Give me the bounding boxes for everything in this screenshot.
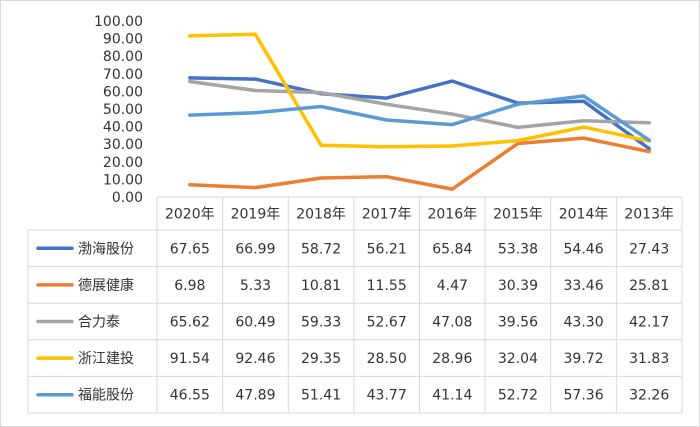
series-line <box>188 79 651 130</box>
y-tick-label: 60.00 <box>103 84 143 100</box>
table-cell-value: 47.89 <box>235 388 275 404</box>
table-cell-value: 28.96 <box>432 351 472 367</box>
table-cell-value: 66.99 <box>235 241 275 257</box>
series-line <box>188 94 651 142</box>
series-line <box>188 32 651 149</box>
table-cell-value: 92.46 <box>235 351 275 367</box>
category-label: 2019年 <box>231 207 281 223</box>
table-cell-value: 42.17 <box>629 315 669 331</box>
y-tick-label: 30.00 <box>103 137 143 153</box>
series-name: 德展健康 <box>78 277 134 294</box>
table-cell-value: 91.54 <box>170 351 210 367</box>
table-cell-value: 47.08 <box>432 315 472 331</box>
series-lines <box>188 32 651 191</box>
table-cell-value: 59.33 <box>301 315 341 331</box>
series-name: 渤海股份 <box>78 241 134 257</box>
series-line <box>188 76 651 151</box>
category-label: 2016年 <box>427 207 477 223</box>
table-cell-value: 11.55 <box>367 278 407 294</box>
y-tick-label: 70.00 <box>103 67 143 83</box>
table-cell-value: 32.26 <box>629 388 669 404</box>
category-label: 2020年 <box>165 207 215 223</box>
category-label: 2013年 <box>624 207 674 223</box>
table-cell-value: 51.41 <box>301 388 341 404</box>
table-cell-value: 32.04 <box>498 351 538 367</box>
table-cell-value: 39.72 <box>564 351 604 367</box>
y-tick-label: 0.00 <box>112 190 143 206</box>
category-label: 2015年 <box>493 207 543 223</box>
series-name: 合力泰 <box>78 315 120 331</box>
table-cell-value: 27.43 <box>629 241 669 257</box>
table-cell-value: 60.49 <box>235 315 275 331</box>
table-cell-value: 33.46 <box>564 278 604 294</box>
table-cell-value: 29.35 <box>301 351 341 367</box>
table-cell-value: 10.81 <box>301 278 341 294</box>
category-label: 2014年 <box>559 207 609 223</box>
category-label: 2018年 <box>296 207 346 223</box>
table-cell-value: 5.33 <box>240 278 271 294</box>
table-cell-value: 67.65 <box>170 241 210 257</box>
y-tick-label: 90.00 <box>103 32 143 48</box>
table-cell-value: 6.98 <box>174 278 205 294</box>
table-cell-value: 58.72 <box>301 241 341 257</box>
y-tick-label: 80.00 <box>103 49 143 65</box>
table-cell-value: 52.67 <box>367 315 407 331</box>
series-name: 浙江建投 <box>78 351 134 367</box>
table-cell-value: 46.55 <box>170 388 210 404</box>
table-cell-value: 56.21 <box>367 241 407 257</box>
table-cell-value: 65.84 <box>432 241 472 257</box>
y-tick-label: 40.00 <box>103 120 143 136</box>
table-cell-value: 41.14 <box>432 388 472 404</box>
table-cell-value: 54.46 <box>564 241 604 257</box>
table-cell-value: 31.83 <box>629 351 669 367</box>
table-cell-value: 53.38 <box>498 241 538 257</box>
series-name: 福能股份 <box>78 388 134 404</box>
data-table: 2020年 2019年 2018年 2017年 2016年 2015年 2014年 2013年… <box>36 207 674 404</box>
table-cell-value: 25.81 <box>629 278 669 294</box>
table-cell-value: 57.36 <box>564 388 604 404</box>
table-cell-value: 39.56 <box>498 315 538 331</box>
table-grid <box>27 196 683 414</box>
table-cell-value: 28.50 <box>367 351 407 367</box>
series-line <box>188 136 651 191</box>
table-cell-value: 43.77 <box>367 388 407 404</box>
y-tick-label: 50.00 <box>103 102 143 118</box>
y-tick-label: 100.00 <box>94 14 143 30</box>
table-cell-value: 4.47 <box>437 278 468 294</box>
category-label: 2017年 <box>362 207 412 223</box>
table-cell-value: 52.72 <box>498 388 538 404</box>
table-cell-value: 65.62 <box>170 315 210 331</box>
y-tick-label: 10.00 <box>103 172 143 188</box>
table-cell-value: 30.39 <box>498 278 538 294</box>
table-cell-value: 43.30 <box>564 315 604 331</box>
y-tick-label: 20.00 <box>103 155 143 171</box>
